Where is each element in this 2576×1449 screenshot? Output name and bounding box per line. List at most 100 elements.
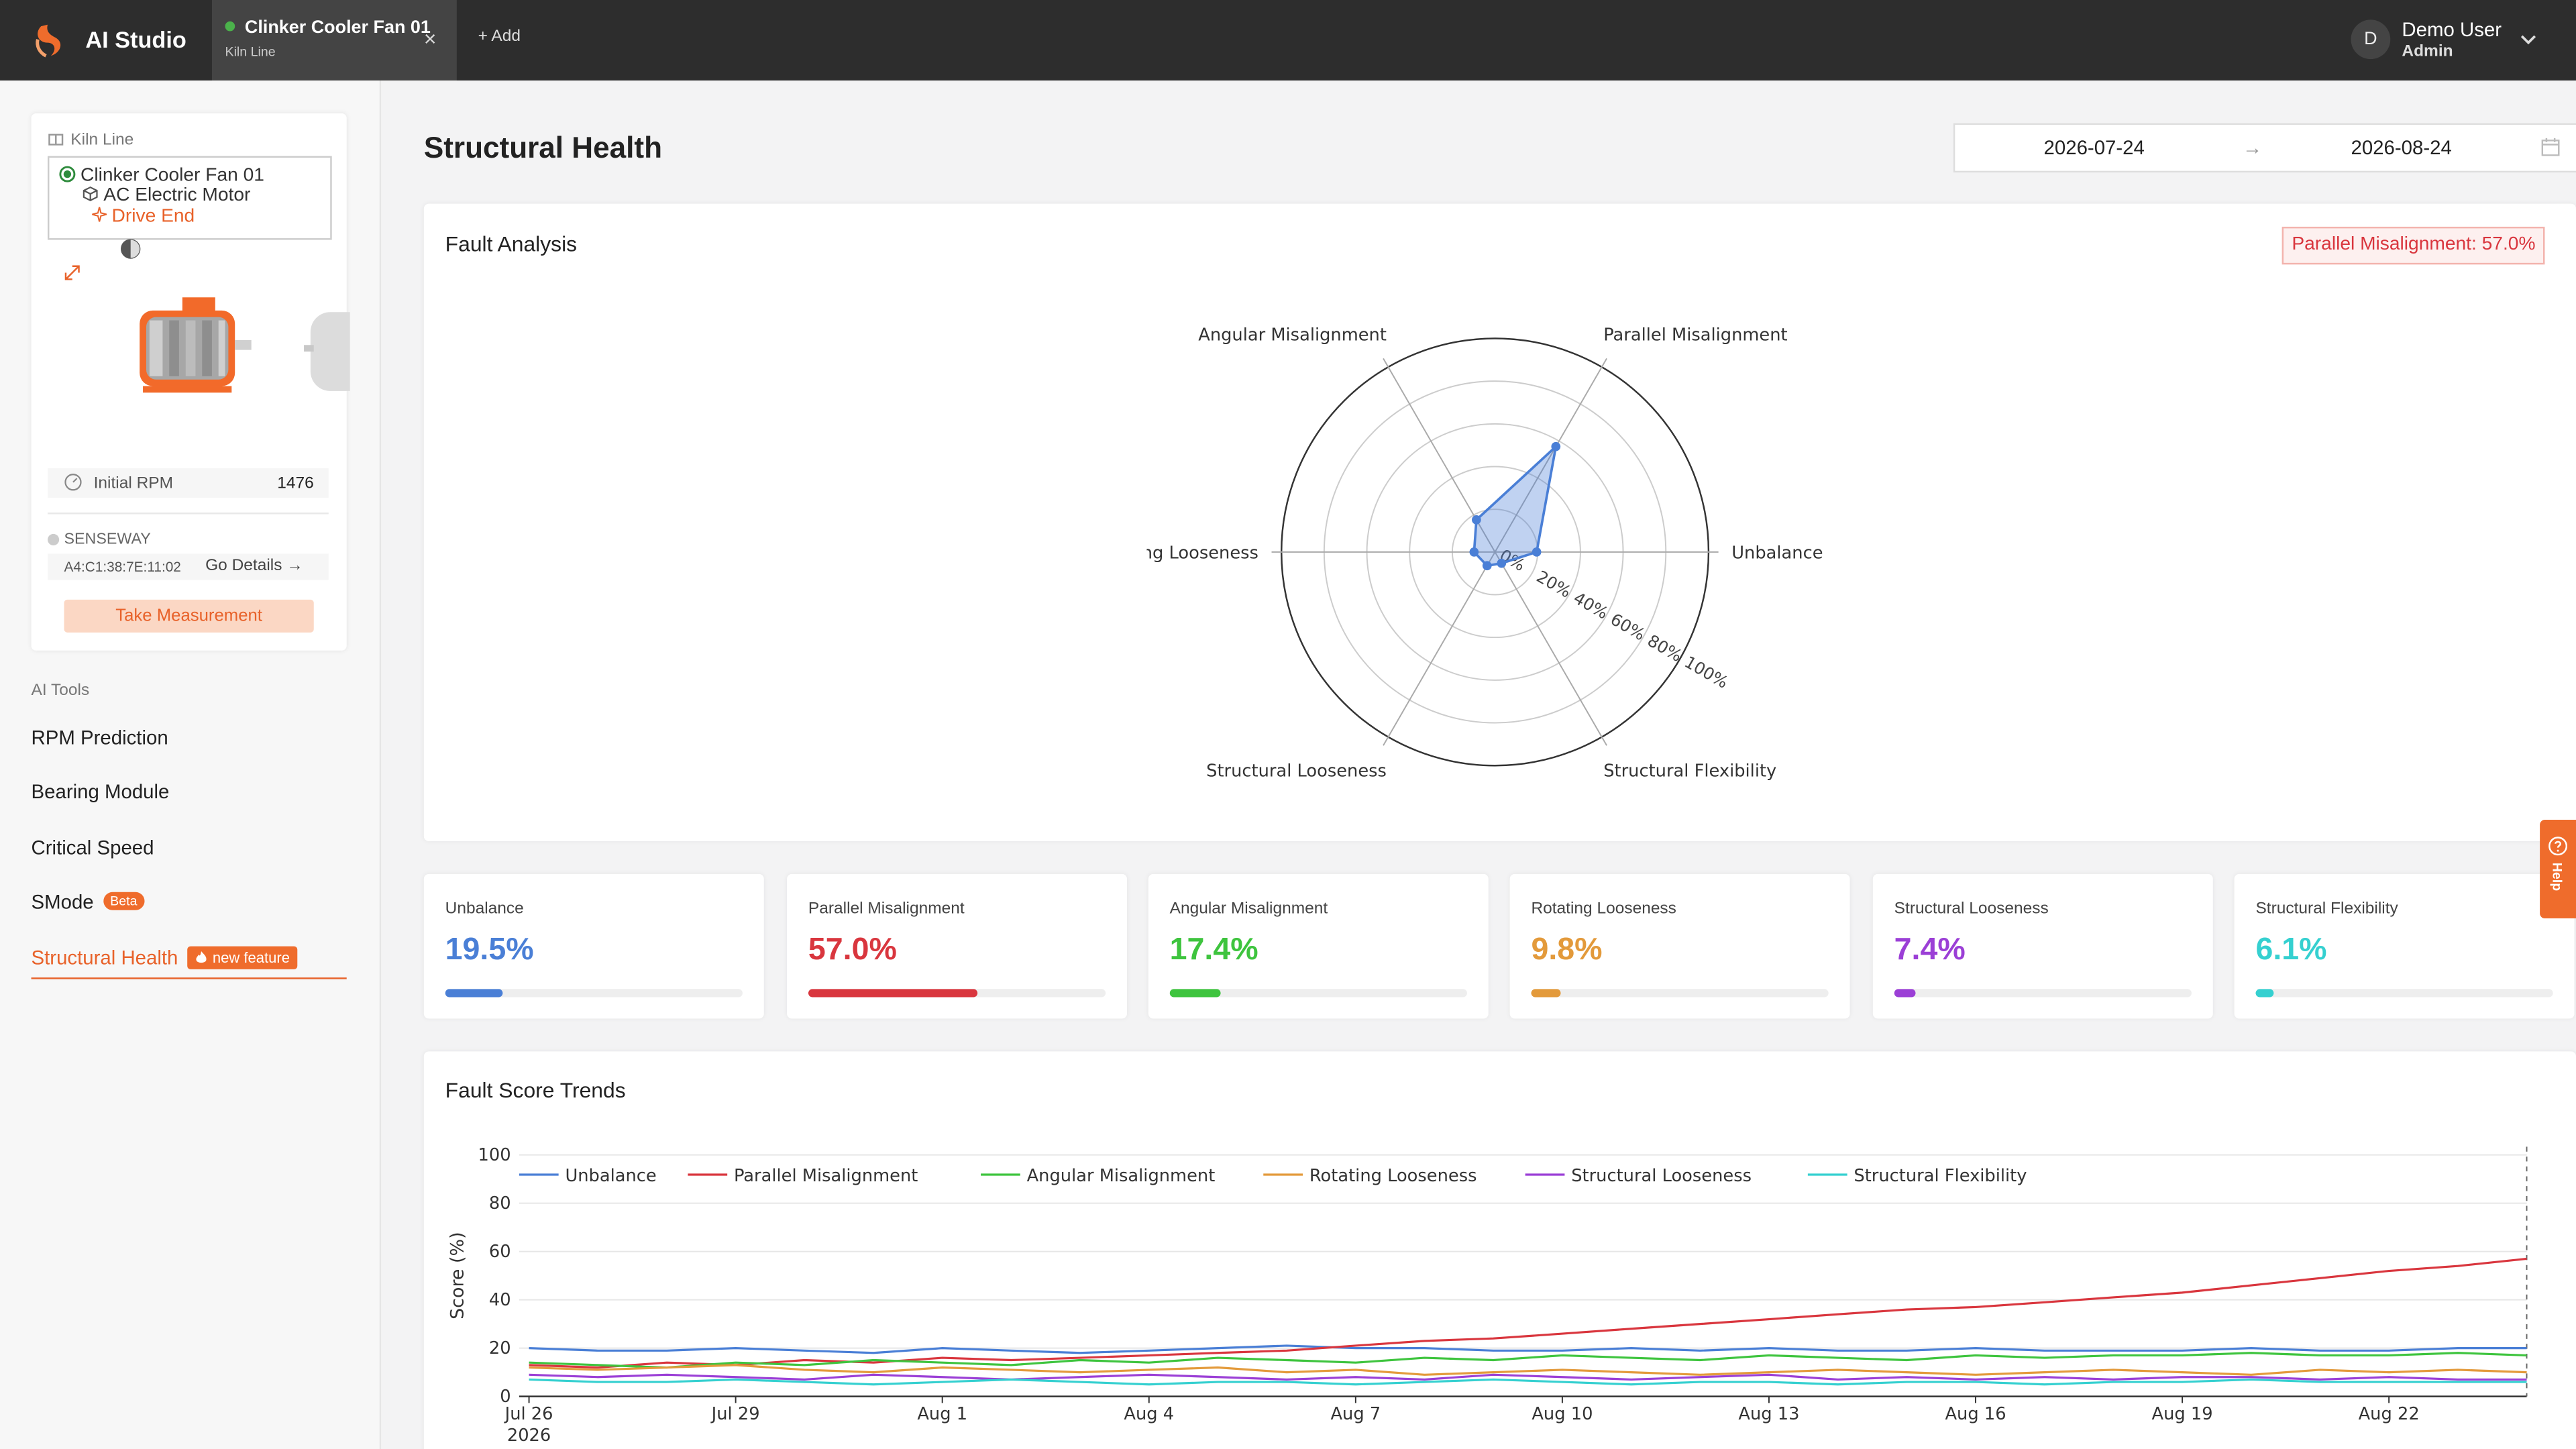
metric-value: 7.4% [1894,933,1966,968]
x-tick-label: Aug 4 [1124,1404,1174,1424]
series-line [529,1344,2527,1354]
y-tick-label: 80 [489,1193,511,1214]
end-date[interactable]: 2026-08-24 [2351,136,2452,160]
chevron-down-icon[interactable] [2518,30,2538,49]
x-tick-label: Jul 26 [504,1404,553,1424]
logo-icon [36,24,61,58]
radar-point [1532,547,1542,557]
sidebar-item-label: Structural Health [31,946,178,969]
x-tick-label: Aug 13 [1738,1404,1799,1424]
series-line [529,1364,2527,1376]
x-tick-label: Aug 16 [1945,1404,2006,1424]
metric-card-parallel-misalignment: Parallel Misalignment 57.0% [787,873,1128,1019]
take-measurement-button[interactable]: Take Measurement [64,599,314,633]
expand-icon[interactable] [64,264,80,280]
x-tick-label: Aug 1 [917,1404,967,1424]
gauge-icon [64,474,82,491]
ai-tools-heading: AI Tools [31,682,90,700]
user-role: Admin [2402,42,2453,61]
legend-label[interactable]: Parallel Misalignment [734,1166,918,1186]
legend-label[interactable]: Unbalance [565,1166,656,1186]
tab-clinker-cooler-fan[interactable]: Clinker Cooler Fan 01 Kiln Line × [211,0,457,81]
legend-label[interactable]: Structural Looseness [1571,1166,1752,1186]
radar-area [1472,443,1558,568]
y-tick-label: 20 [489,1338,511,1358]
sidebar-item-label: Critical Speed [31,836,154,859]
sparkle-icon [91,207,107,222]
tree-point-label: Drive End [111,207,195,227]
asset-tree: Clinker Cooler Fan 01 AC Electric Motor … [48,156,332,240]
user-avatar[interactable]: D [2351,19,2391,60]
metric-card-rotating-looseness: Rotating Looseness 9.8% [1509,873,1850,1019]
tab-subtitle: Kiln Line [225,44,276,60]
x-tick-label: Aug 7 [1330,1404,1381,1424]
radar-point [1469,547,1479,557]
metric-card-unbalance: Unbalance 19.5% [423,873,764,1019]
help-button[interactable]: Help [2540,820,2576,918]
user-name[interactable]: Demo User [2402,17,2502,42]
sensor-status-dot [48,533,60,546]
radar-tick-label: 100% [1681,652,1731,692]
series-line [529,1352,2527,1369]
sidebar-item-rpm-prediction[interactable]: RPM Prediction [32,726,168,749]
legend-label[interactable]: Rotating Looseness [1309,1166,1477,1186]
legend-label[interactable]: Structural Flexibility [1854,1166,2027,1186]
metric-progress-fill [808,989,978,998]
metric-card-angular-misalignment: Angular Misalignment 17.4% [1148,873,1489,1019]
kiln-line-row[interactable]: Kiln Line [48,131,133,150]
start-date[interactable]: 2026-07-24 [2043,136,2145,160]
metric-progress-fill [1169,989,1222,998]
rpm-value: 1476 [277,474,314,493]
radar-axis-label: Unbalance [1731,543,1823,564]
fault-analysis-title: Fault Analysis [445,231,578,257]
sidebar-item-structural-health[interactable]: Structural Health new feature [31,946,299,969]
x-tick-label: Aug 22 [2359,1404,2420,1424]
metric-progress-bar [808,989,1106,998]
tree-component[interactable]: AC Electric Motor [82,186,250,205]
y-tick-label: 0 [500,1387,511,1407]
metric-progress-fill [445,989,504,998]
y-tick-label: 40 [489,1290,511,1310]
fault-score-trends-card: Fault Score Trends 0 20 40 60 80 100 Score (%)… [423,1051,2576,1449]
metric-progress-fill [1894,989,1917,998]
radar-point [1482,561,1492,571]
sensor-mac: A4:C1:38:7E:11:02 [64,558,181,576]
legend-label[interactable]: Angular Misalignment [1027,1166,1216,1186]
date-range-picker[interactable]: 2026-07-24 → 2026-08-24 [1953,123,2576,173]
coupled-machine-image [304,312,350,391]
tree-point[interactable]: Drive End [91,207,195,227]
help-icon [2548,837,2568,856]
sidebar-item-bearing-module[interactable]: Bearing Module [32,780,170,803]
new-feature-badge: new feature [188,946,299,969]
metric-label: Angular Misalignment [1169,900,1328,918]
calendar-icon[interactable] [2541,138,2560,156]
help-label: Help [2549,862,2565,892]
add-tab-button[interactable]: + Add [478,28,521,46]
metric-label: Structural Looseness [1894,900,2049,918]
metric-label: Structural Flexibility [2255,900,2398,918]
metric-label: Rotating Looseness [1531,900,1676,918]
radar-axis-label: Parallel Misalignment [1603,325,1787,345]
active-underline [31,977,347,979]
metric-value: 17.4% [1169,933,1258,968]
sidebar-item-smode[interactable]: SMode Beta [31,890,144,914]
tree-asset[interactable]: Clinker Cooler Fan 01 [59,166,264,186]
cube-icon [83,186,98,202]
radar-point [1497,558,1507,568]
app-title: AI Studio [85,26,186,53]
metric-value: 6.1% [2255,933,2327,968]
radar-axis-label: Angular Misalignment [1198,325,1387,345]
sidebar-item-critical-speed[interactable]: Critical Speed [32,837,154,859]
initial-rpm-row: Initial RPM 1476 [48,468,329,498]
flame-icon [197,951,207,963]
range-arrow-icon: → [2242,136,2263,160]
metric-card-structural-flexibility: Structural Flexibility 6.1% [2234,873,2575,1019]
tab-title: Clinker Cooler Fan 01 [244,17,431,38]
sidebar-item-label: SMode [31,890,94,914]
metric-value: 19.5% [445,933,534,968]
metric-progress-bar [445,989,743,998]
go-details-link[interactable]: Go Details → [205,557,303,576]
rpm-label: Initial RPM [93,474,174,493]
close-tab-icon[interactable]: × [423,26,437,51]
